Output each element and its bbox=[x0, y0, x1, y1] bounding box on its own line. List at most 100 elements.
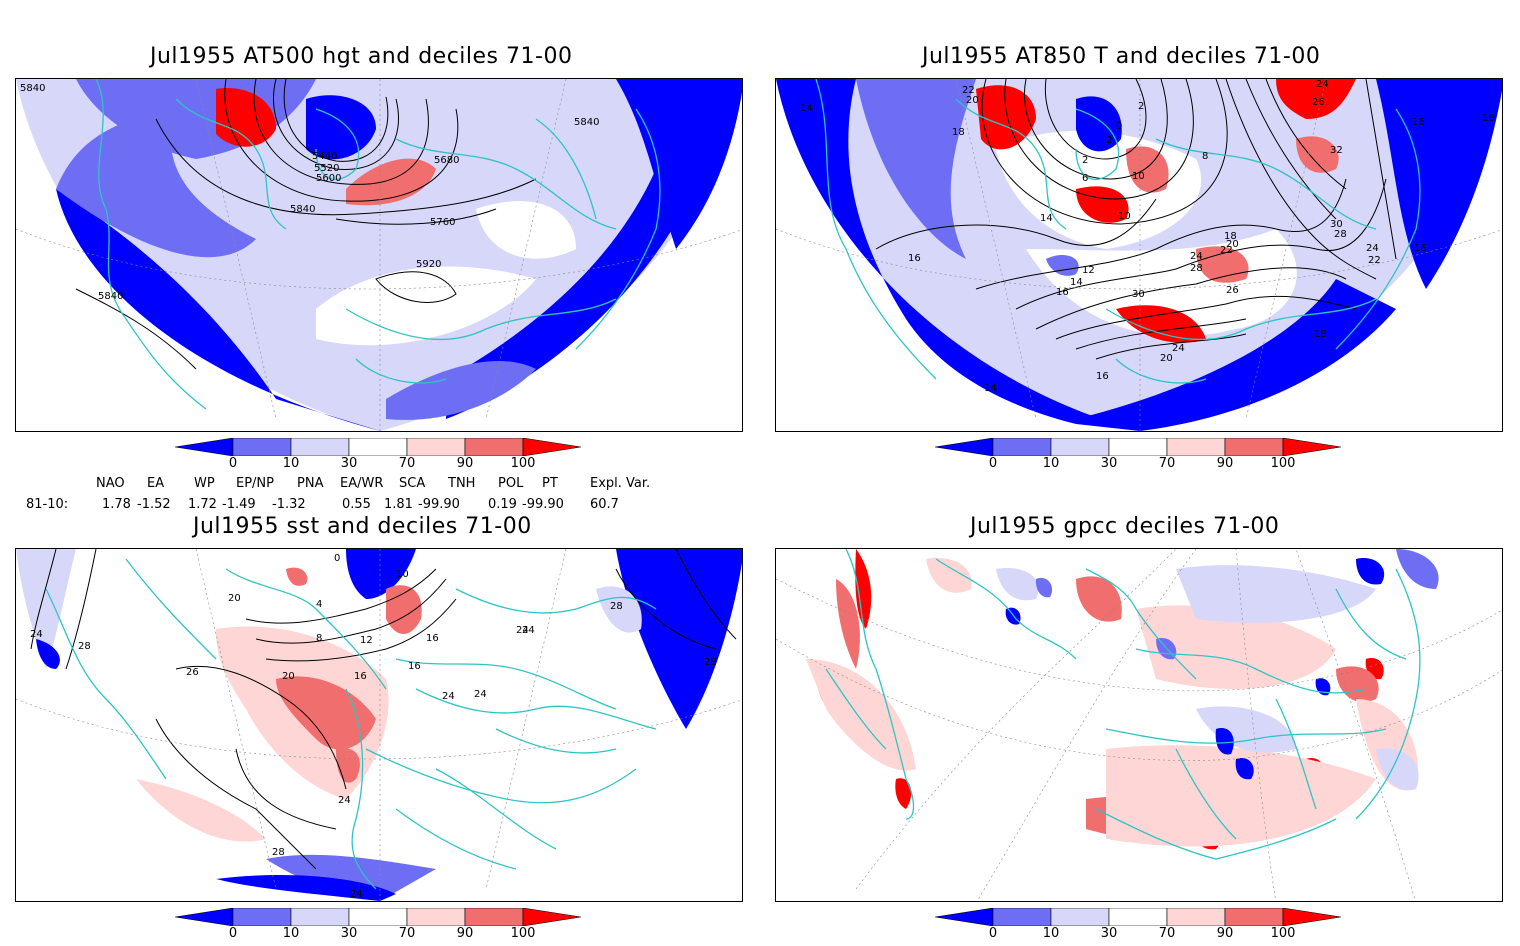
colorbar-tick: 90 bbox=[1216, 456, 1234, 471]
panel-title-t850: Jul1955 AT850 T and deciles 71-00 bbox=[922, 44, 1321, 69]
colorbar-tick: 30 bbox=[340, 456, 358, 471]
colorbar-tick: 10 bbox=[1042, 926, 1060, 941]
svg-text:16: 16 bbox=[426, 633, 439, 644]
svg-text:5840: 5840 bbox=[20, 83, 45, 94]
map-hgt500-graphic: 5840 5440 5520 5600 5680 5840 5760 5920 … bbox=[16, 79, 742, 431]
index-value: 0.19 bbox=[488, 497, 517, 512]
index-value: -1.49 bbox=[222, 497, 256, 512]
colorbar-sst: 0 10 30 70 90 100 bbox=[175, 908, 595, 946]
svg-text:30: 30 bbox=[1330, 219, 1343, 230]
colorbar-swatches bbox=[935, 908, 1342, 926]
index-header: NAO bbox=[96, 476, 125, 491]
svg-text:6: 6 bbox=[1082, 173, 1088, 184]
svg-text:18: 18 bbox=[1224, 231, 1237, 242]
index-value: 1.81 bbox=[384, 497, 413, 512]
index-header: EA/WR bbox=[340, 476, 384, 491]
index-value: -99.90 bbox=[522, 497, 564, 512]
map-t850-graphic: 14 22 20 18 2 0 2 2 6 8 10 10 14 16 12 1… bbox=[776, 79, 1502, 431]
svg-text:20: 20 bbox=[228, 593, 241, 604]
index-header: POL bbox=[498, 476, 524, 491]
svg-text:14: 14 bbox=[984, 383, 997, 394]
colorbar-tick: 30 bbox=[1100, 926, 1118, 941]
colorbar-tick: 100 bbox=[510, 926, 536, 941]
colorbar-tick: 0 bbox=[228, 926, 238, 941]
colorbar-swatches bbox=[175, 908, 582, 926]
panel-title-hgt500: Jul1955 AT500 hgt and deciles 71-00 bbox=[150, 44, 573, 69]
svg-text:22: 22 bbox=[1368, 255, 1381, 266]
svg-text:20: 20 bbox=[1226, 239, 1239, 250]
colorbar-tick: 10 bbox=[1042, 456, 1060, 471]
index-value: -1.52 bbox=[137, 497, 171, 512]
svg-text:5600: 5600 bbox=[316, 173, 341, 184]
colorbar-gpcc: 0 10 30 70 90 100 bbox=[935, 908, 1355, 946]
index-header: WP bbox=[194, 476, 215, 491]
svg-text:12: 12 bbox=[1082, 265, 1095, 276]
svg-text:5840: 5840 bbox=[98, 291, 123, 302]
colorbar-t850: 0 10 30 70 90 100 bbox=[935, 438, 1355, 476]
svg-text:14: 14 bbox=[800, 103, 813, 114]
panel-title-sst: Jul1955 sst and deciles 71-00 bbox=[193, 514, 532, 539]
svg-text:5760: 5760 bbox=[430, 217, 455, 228]
svg-text:28: 28 bbox=[272, 847, 285, 858]
svg-text:22: 22 bbox=[1220, 245, 1233, 256]
colorbar-tick: 0 bbox=[988, 926, 998, 941]
colorbar-tick: 10 bbox=[282, 926, 300, 941]
svg-text:30: 30 bbox=[1132, 289, 1145, 300]
svg-text:5920: 5920 bbox=[416, 259, 441, 270]
svg-text:24: 24 bbox=[1316, 79, 1329, 90]
map-panel-gpcc bbox=[775, 548, 1503, 902]
svg-text:2: 2 bbox=[1138, 101, 1144, 112]
index-header: SCA bbox=[399, 476, 426, 491]
svg-text:5680: 5680 bbox=[434, 155, 459, 166]
svg-text:16: 16 bbox=[354, 671, 367, 682]
svg-text:5840: 5840 bbox=[574, 117, 599, 128]
colorbar-tick: 100 bbox=[1270, 926, 1296, 941]
colorbar-tick: 30 bbox=[1100, 456, 1118, 471]
svg-text:14: 14 bbox=[1040, 213, 1053, 224]
svg-text:24: 24 bbox=[474, 689, 487, 700]
contour-labels-t850: 14 22 20 18 2 0 2 2 6 8 10 10 14 16 12 1… bbox=[800, 79, 1495, 394]
map-sst-graphic: 24 28 20 0 10 4 8 12 16 16 20 26 24 24 2… bbox=[16, 549, 742, 901]
svg-text:24: 24 bbox=[1190, 251, 1203, 262]
index-header: PT bbox=[542, 476, 558, 491]
colorbar-tick: 90 bbox=[1216, 926, 1234, 941]
svg-text:24: 24 bbox=[516, 625, 529, 636]
svg-text:22: 22 bbox=[962, 85, 975, 96]
map-panel-sst: 24 28 20 0 10 4 8 12 16 16 20 26 24 24 2… bbox=[15, 548, 743, 902]
svg-text:24: 24 bbox=[1366, 243, 1379, 254]
colorbar-tick: 90 bbox=[456, 926, 474, 941]
svg-text:14: 14 bbox=[1070, 277, 1083, 288]
svg-text:24: 24 bbox=[522, 625, 535, 636]
colorbar-tick: 100 bbox=[1270, 456, 1296, 471]
index-header: Expl. Var. bbox=[590, 476, 651, 491]
svg-text:5840: 5840 bbox=[290, 204, 315, 215]
svg-text:16: 16 bbox=[1056, 287, 1069, 298]
colorbar-tick: 70 bbox=[398, 456, 416, 471]
svg-text:16: 16 bbox=[1414, 243, 1427, 254]
colorbar-tick: 70 bbox=[1158, 456, 1176, 471]
svg-text:24: 24 bbox=[338, 795, 351, 806]
svg-text:28: 28 bbox=[704, 657, 717, 668]
svg-text:26: 26 bbox=[186, 667, 199, 678]
index-value: -99.90 bbox=[418, 497, 460, 512]
svg-text:28: 28 bbox=[610, 601, 623, 612]
colorbar-tick: 0 bbox=[228, 456, 238, 471]
svg-text:2: 2 bbox=[1082, 155, 1088, 166]
svg-text:20: 20 bbox=[966, 95, 979, 106]
index-row-label: 81-10: bbox=[26, 497, 69, 512]
map-gpcc-graphic bbox=[776, 549, 1502, 901]
index-value: 1.72 bbox=[188, 497, 217, 512]
colorbar-hgt500: 0 10 30 70 90 100 bbox=[175, 438, 595, 476]
svg-text:24: 24 bbox=[30, 629, 43, 640]
svg-text:0: 0 bbox=[334, 553, 340, 564]
colorbar-swatches bbox=[175, 438, 582, 456]
svg-text:28: 28 bbox=[78, 641, 91, 652]
svg-text:24: 24 bbox=[442, 691, 455, 702]
index-value: 60.7 bbox=[590, 497, 619, 512]
index-value: 0.55 bbox=[342, 497, 371, 512]
svg-text:20: 20 bbox=[1160, 353, 1173, 364]
contour-labels-sst: 24 28 20 0 10 4 8 12 16 16 20 26 24 24 2… bbox=[30, 553, 717, 900]
svg-text:2: 2 bbox=[1106, 135, 1112, 146]
index-header: EA bbox=[147, 476, 165, 491]
svg-text:28: 28 bbox=[1334, 229, 1347, 240]
